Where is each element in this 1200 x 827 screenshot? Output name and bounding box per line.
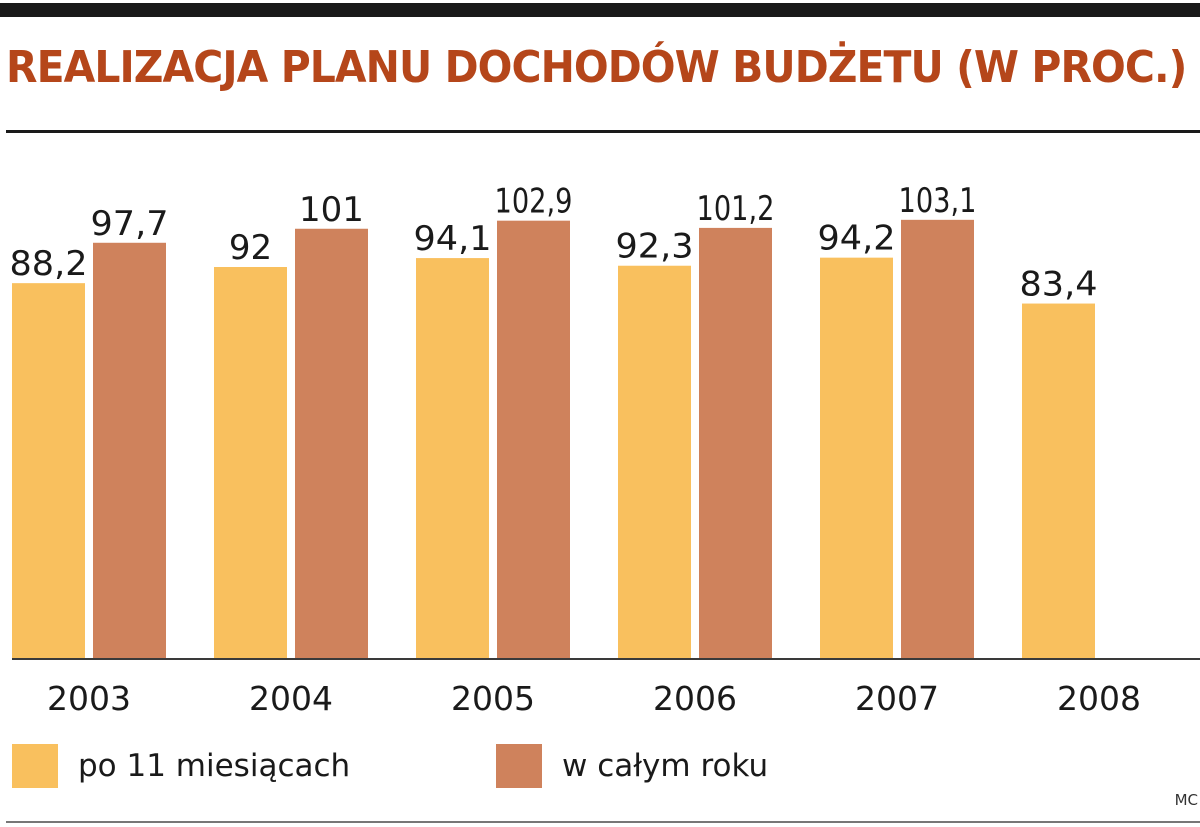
x-tick-label-2006: 2006 <box>653 679 737 718</box>
data-label-series2-2007: 103,1 <box>899 181 977 221</box>
data-label-series1-2005: 94,1 <box>414 219 492 259</box>
bar-series1-2007 <box>820 257 893 658</box>
bar-series2-2004 <box>295 228 368 658</box>
x-tick-label-2008: 2008 <box>1057 679 1141 718</box>
data-label-series2-2004: 101 <box>299 190 364 230</box>
bar-series2-2007 <box>901 219 974 658</box>
title-rule <box>6 130 1200 133</box>
top-rule <box>0 3 1200 17</box>
legend-label-series1: po 11 miesiącach <box>78 748 351 784</box>
data-label-series2-2006: 101,2 <box>697 189 775 229</box>
data-label-series1-2007: 94,2 <box>818 219 896 259</box>
bottom-rule <box>6 821 1200 823</box>
bar-series1-2004 <box>214 267 287 658</box>
bar-series1-2008 <box>1022 303 1095 658</box>
x-tick-label-2003: 2003 <box>47 679 131 718</box>
data-label-series2-2005: 102,9 <box>495 182 573 222</box>
legend-item-series1: po 11 miesiącach <box>12 744 350 788</box>
bar-series2-2003 <box>93 242 166 658</box>
chart-title: REALIZACJA PLANU DOCHODÓW BUDŻETU (W PRO… <box>6 42 1187 93</box>
bar-series1-2006 <box>618 265 691 658</box>
credit-text: MC <box>1174 791 1198 809</box>
data-label-series1-2006: 92,3 <box>616 227 694 267</box>
x-tick-label-2007: 2007 <box>855 679 939 718</box>
legend-item-series2: w całym roku <box>496 744 768 788</box>
bar-series2-2006 <box>699 227 772 658</box>
x-tick-label-2004: 2004 <box>249 679 333 718</box>
legend-swatch-series2 <box>496 744 542 788</box>
data-label-series1-2003: 88,2 <box>10 244 88 284</box>
bar-series1-2003 <box>12 283 85 658</box>
data-label-series1-2004: 92 <box>229 228 272 268</box>
bar-series2-2005 <box>497 220 570 659</box>
legend-swatch-series1 <box>12 744 58 788</box>
legend-label-series2: w całym roku <box>562 748 769 784</box>
x-tick-label-2005: 2005 <box>451 679 535 718</box>
data-label-series2-2003: 97,7 <box>91 204 169 244</box>
data-label-series1-2008: 83,4 <box>1020 265 1098 305</box>
bar-series1-2005 <box>416 258 489 658</box>
